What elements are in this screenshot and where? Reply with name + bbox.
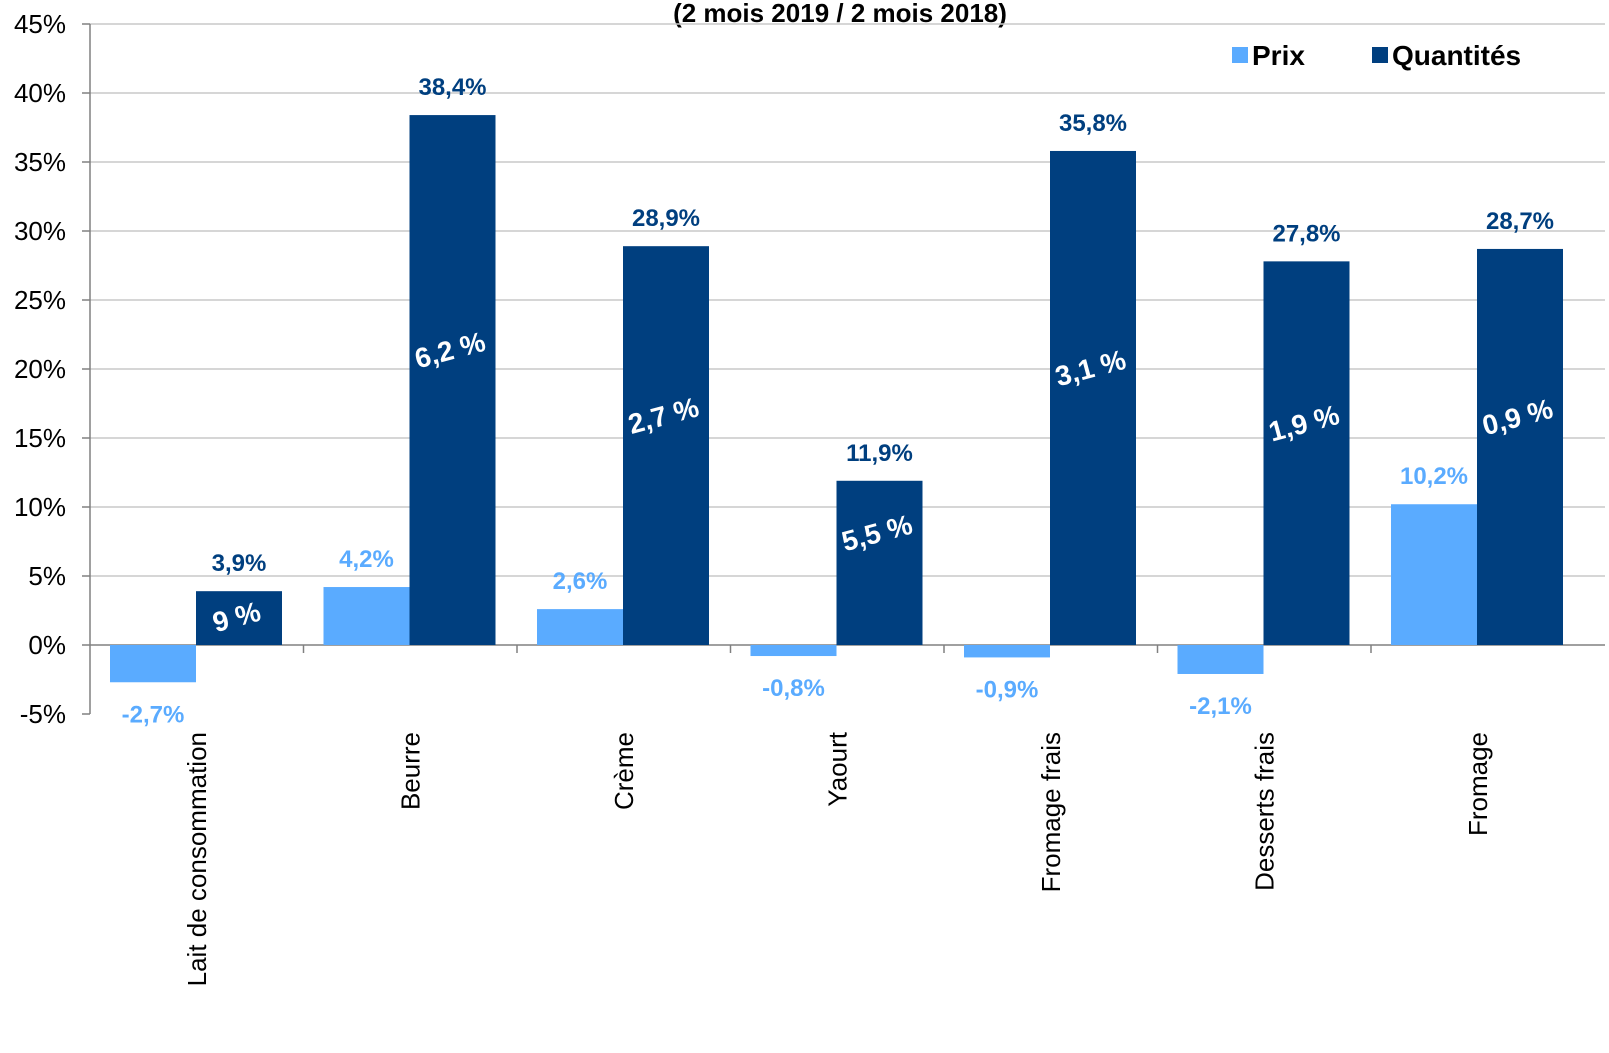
bar-quantites	[196, 591, 282, 645]
data-label-quantites: 28,7%	[1486, 208, 1554, 235]
bar-quantites	[1050, 150, 1136, 645]
x-category-label: Yaourt	[822, 731, 852, 806]
data-label-prix: 10,2%	[1400, 463, 1468, 490]
bar-quantites	[836, 480, 923, 645]
y-tick-label: -5%	[20, 699, 66, 729]
x-category-label: Lait de consommation	[182, 732, 212, 986]
x-category-label: Crème	[609, 732, 639, 810]
y-tick-label: 45%	[14, 9, 66, 39]
x-category-label: Fromage	[1463, 732, 1493, 836]
bar-prix	[1177, 645, 1264, 674]
y-tick-label: 25%	[14, 285, 66, 315]
data-label-prix: 4,2%	[339, 546, 394, 573]
legend: Prix Quantités	[1232, 40, 1521, 71]
y-tick-label: 10%	[14, 492, 66, 522]
y-tick-label: 30%	[14, 216, 66, 246]
bar-quantites	[409, 115, 496, 645]
y-tick-label: 40%	[14, 78, 66, 108]
bars	[110, 115, 1563, 683]
data-label-quantites: 38,4%	[418, 74, 486, 101]
legend-label: Quantités	[1392, 40, 1521, 71]
x-category-label: Fromage frais	[1036, 732, 1066, 892]
bar-prix	[537, 609, 623, 645]
bar-prix	[964, 645, 1050, 658]
bar-prix	[323, 587, 410, 645]
bar-quantites	[1263, 261, 1350, 645]
y-tick-label: 35%	[14, 147, 66, 177]
data-label-quantites: 11,9%	[846, 440, 913, 467]
legend-label: Prix	[1252, 40, 1305, 71]
data-label-quantites: 28,9%	[632, 205, 700, 232]
y-tick-label: 15%	[14, 423, 66, 453]
data-label-prix: -2,7%	[122, 701, 185, 728]
axes: -5% 0% 5% 10% 15% 20% 25% 30% 35% 40% 45% Lait de c…	[14, 9, 1605, 986]
y-tick-label: 0%	[28, 630, 66, 660]
data-label-prix: -0,9%	[976, 676, 1039, 703]
data-labels: -2,7%3,9%9 %4,2%38,4%6,2 %2,6%28,9%2,7 %…	[122, 74, 1557, 728]
y-tick-label: 5%	[28, 561, 66, 591]
y-tick-label: 20%	[14, 354, 66, 384]
data-label-prix: -2,1%	[1189, 693, 1252, 720]
bar-prix	[1391, 504, 1477, 645]
x-category-label: Desserts frais	[1249, 732, 1279, 891]
bar-quantites	[1477, 248, 1563, 645]
data-label-prix: 2,6%	[553, 568, 608, 595]
bar-prix	[110, 645, 196, 683]
legend-swatch	[1232, 47, 1248, 63]
legend-swatch	[1372, 47, 1388, 63]
data-label-prix: -0,8%	[762, 675, 825, 702]
x-category-label: Beurre	[395, 732, 425, 810]
bar-prix	[750, 645, 837, 657]
data-label-quantites: 3,9%	[212, 550, 267, 577]
bar-quantites	[623, 246, 709, 645]
data-label-quantites: 35,8%	[1059, 110, 1127, 137]
data-label-quantites: 27,8%	[1272, 220, 1340, 247]
